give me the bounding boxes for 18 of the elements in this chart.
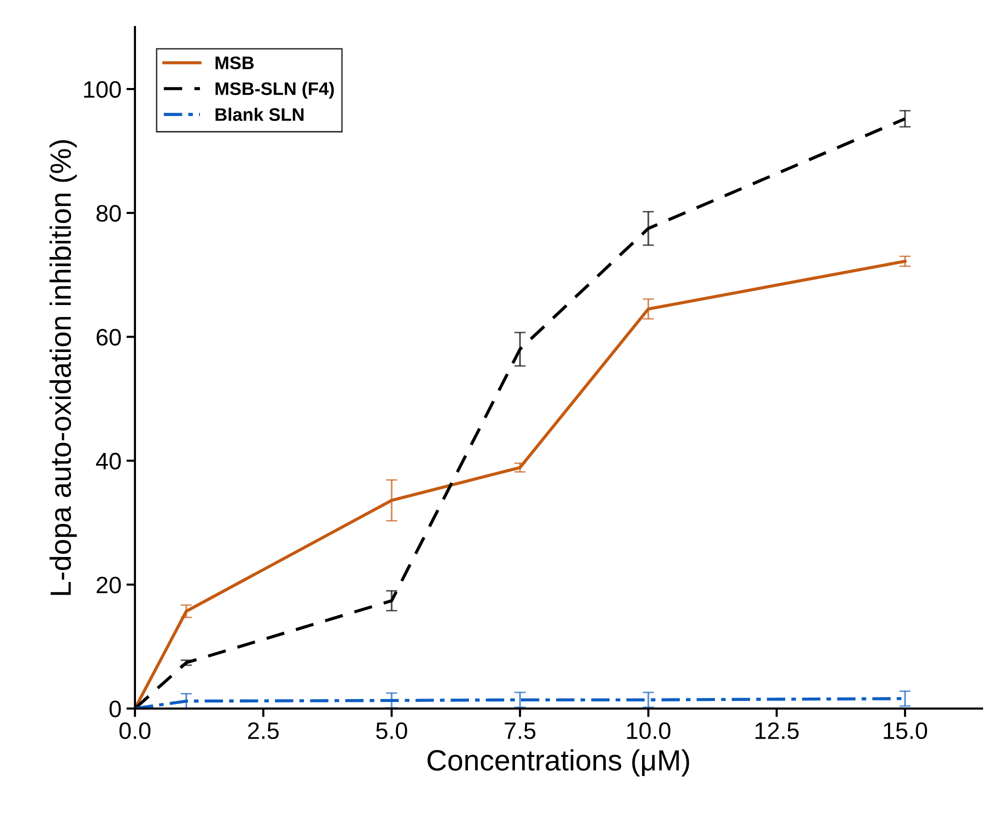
y-tick-label: 20 — [96, 576, 121, 594]
x-tick-label: 0.0 — [119, 722, 150, 740]
y-axis-title: L-dopa auto-oxidation inhibition (%) — [50, 140, 77, 595]
y-tick-label: 40 — [96, 452, 121, 470]
y-tick-label: 60 — [96, 328, 121, 346]
y-tick-label: 100 — [84, 81, 121, 98]
legend-label: Blank SLN — [216, 108, 304, 121]
legend-label: MSB-SLN (F4) — [216, 82, 334, 99]
x-tick-label: 5.0 — [376, 722, 408, 740]
x-tick-label: 2.5 — [248, 722, 279, 740]
y-tick-label: 80 — [96, 205, 121, 222]
x-tick-label: 10.0 — [627, 722, 670, 740]
y-tick-label: 0 — [110, 700, 121, 718]
x-tick-label: 12.5 — [756, 722, 799, 740]
x-tick-label: 15.0 — [884, 722, 928, 740]
x-tick-label: 7.5 — [504, 722, 536, 740]
x-axis-title: Concentrations (μM) — [428, 749, 690, 776]
legend-label: MSB — [216, 56, 254, 70]
